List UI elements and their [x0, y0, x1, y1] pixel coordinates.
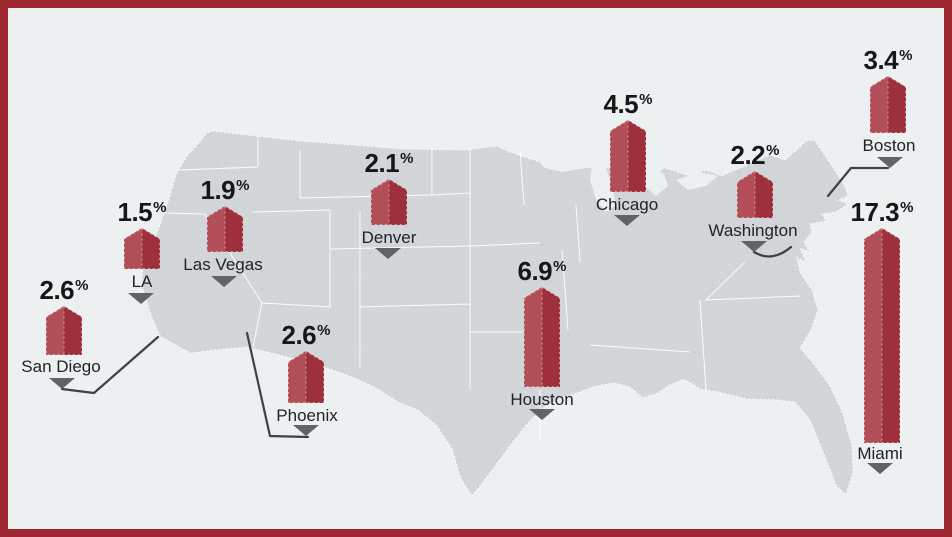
leader-lines	[60, 166, 890, 439]
city-label-washington: Washington	[708, 221, 798, 240]
percent-sign: %	[766, 142, 780, 159]
bar-column-icon	[864, 228, 900, 443]
value-number: 2.2	[730, 140, 766, 170]
city-label-san-diego: San Diego	[21, 357, 101, 376]
city-label-houston: Houston	[510, 390, 574, 409]
value-number: 4.5	[603, 89, 639, 119]
value-label: 1.9%	[201, 177, 250, 203]
value-label: 3.4%	[864, 47, 913, 73]
percent-sign: %	[153, 199, 167, 216]
percent-sign: %	[236, 177, 250, 194]
down-triangle-icon	[741, 241, 767, 252]
down-triangle-icon	[614, 215, 640, 226]
down-triangle-icon	[867, 463, 893, 474]
value-number: 17.3	[850, 197, 900, 227]
bar-column-icon	[524, 287, 560, 387]
leader-line-san-diego	[60, 335, 160, 395]
city-label-boston: Boston	[862, 136, 916, 155]
value-label: 2.6%	[40, 277, 89, 303]
bar-column-icon	[371, 179, 407, 225]
bar-column-icon	[610, 120, 646, 192]
value-label: 2.6%	[282, 322, 331, 348]
value-number: 2.1	[364, 148, 400, 178]
value-number: 2.6	[39, 275, 75, 305]
value-label: 1.5%	[118, 199, 167, 225]
city-label-las-vegas: Las Vegas	[183, 255, 263, 274]
value-label: 6.9%	[518, 258, 567, 284]
bar-column-icon	[207, 206, 243, 252]
percent-sign: %	[400, 150, 414, 167]
down-triangle-icon	[375, 248, 401, 259]
city-label-chicago: Chicago	[595, 195, 659, 214]
leader-line-phoenix	[245, 331, 310, 439]
us-land-shape	[141, 130, 854, 497]
value-number: 1.9	[200, 175, 236, 205]
bar-column-icon	[288, 351, 324, 403]
bar-column-icon	[124, 228, 160, 269]
city-label-denver: Denver	[361, 228, 417, 247]
down-triangle-icon	[293, 425, 319, 436]
bar-column-icon	[870, 76, 906, 133]
value-label: 4.5%	[604, 91, 653, 117]
city-label-miami: Miami	[857, 444, 903, 463]
bar-column-icon	[46, 306, 82, 355]
leader-line-washington	[752, 245, 793, 258]
down-triangle-icon	[529, 409, 555, 420]
value-number: 2.6	[281, 320, 317, 350]
percent-sign: %	[899, 47, 913, 64]
value-label: 2.2%	[731, 142, 780, 168]
city-label-phoenix: Phoenix	[276, 406, 338, 425]
percent-sign: %	[900, 199, 914, 216]
percent-sign: %	[639, 91, 653, 108]
percent-sign: %	[317, 322, 331, 339]
down-triangle-icon	[128, 293, 154, 304]
state-borders	[163, 136, 801, 440]
percent-sign: %	[75, 277, 89, 294]
city-label-la: LA	[131, 272, 153, 291]
bar-column-icon	[737, 171, 773, 218]
percent-sign: %	[553, 258, 567, 275]
down-triangle-icon	[211, 276, 237, 287]
value-number: 3.4	[863, 45, 899, 75]
value-label: 2.1%	[365, 150, 414, 176]
down-triangle-icon	[49, 378, 75, 389]
leader-line-boston	[826, 166, 890, 198]
value-number: 1.5	[117, 197, 153, 227]
value-number: 6.9	[517, 256, 553, 286]
down-triangle-icon	[877, 157, 903, 168]
value-label: 17.3%	[851, 199, 914, 225]
